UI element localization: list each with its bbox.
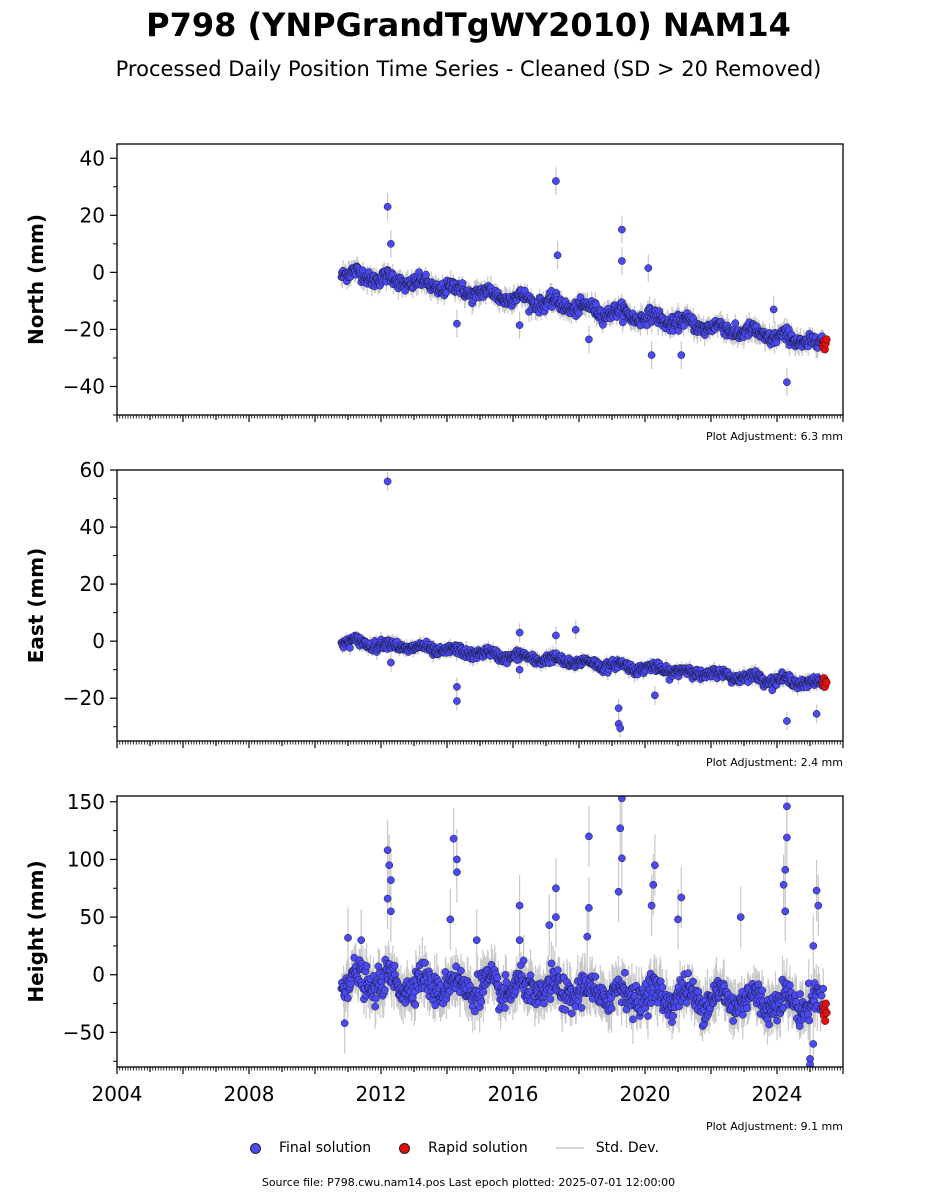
- y-axis-label: East (mm): [24, 548, 48, 664]
- y-tick-label: 40: [80, 146, 105, 170]
- y-tick-label: 60: [80, 458, 105, 482]
- final-point: [453, 319, 461, 328]
- y-tick-label: −20: [63, 686, 105, 710]
- chart-subtitle: Processed Daily Position Time Series - C…: [115, 57, 822, 81]
- rapid-point: [822, 678, 831, 687]
- plot-area: [337, 471, 831, 738]
- final-solution-points: [337, 477, 828, 733]
- plot-adjustment-label: Plot Adjustment: 6.3 mm: [706, 430, 843, 443]
- plot-area: [337, 167, 831, 397]
- final-point: [644, 264, 653, 272]
- y-tick-label: 0: [92, 260, 105, 284]
- final-point: [453, 697, 461, 705]
- plot-area: [337, 796, 831, 1067]
- final-point: [387, 658, 395, 667]
- final-point: [769, 305, 778, 314]
- final-point: [515, 321, 524, 329]
- std-dev-bars: [340, 796, 824, 1067]
- final-point: [731, 319, 740, 327]
- panel-1: −40 −20 0 20 40 North (mm) Plot Adjustment: 6.…: [24, 143, 844, 443]
- final-point: [553, 251, 562, 260]
- final-point: [515, 665, 524, 674]
- y-tick-label: −20: [63, 317, 105, 341]
- plot-frame: [116, 469, 844, 742]
- rapid-point: [822, 335, 831, 344]
- final-point: [647, 351, 656, 359]
- final-point: [783, 717, 791, 725]
- y-tick-label: 20: [80, 203, 105, 227]
- final-point: [387, 239, 395, 248]
- final-point: [783, 378, 791, 387]
- y-tick-label: 40: [80, 515, 105, 539]
- final-solution-points: [337, 177, 828, 387]
- final-point: [515, 628, 524, 637]
- final-point: [599, 320, 607, 329]
- final-point: [552, 631, 560, 640]
- rapid-solution-points: [819, 335, 831, 354]
- final-point: [552, 177, 560, 185]
- final-point: [618, 257, 626, 265]
- final-point: [651, 691, 659, 700]
- y-tick-label: −40: [63, 374, 105, 398]
- final-point: [618, 225, 626, 234]
- final-point: [614, 704, 623, 713]
- chart-title: P798 (YNPGrandTgWY2010) NAM14: [146, 6, 791, 44]
- final-point: [346, 643, 354, 652]
- final-point: [422, 270, 430, 279]
- final-point: [768, 686, 777, 695]
- std-dev-bars: [340, 471, 824, 738]
- final-point: [616, 724, 625, 733]
- plot-adjustment-label: Plot Adjustment: 2.4 mm: [706, 756, 843, 769]
- final-point: [812, 710, 821, 718]
- plot-frame: [116, 143, 844, 416]
- final-point: [585, 335, 593, 344]
- final-point: [677, 351, 686, 359]
- rapid-solution-points: [819, 674, 831, 691]
- y-tick-label: 0: [92, 629, 105, 653]
- final-point: [383, 202, 392, 211]
- final-point: [453, 682, 461, 691]
- final-point: [458, 279, 467, 287]
- final-point: [571, 625, 580, 634]
- y-axis-label: North (mm): [24, 214, 48, 345]
- panel-2: −20 0 20 40 60 East (mm) Plot Adjustment: 2.4 …: [24, 458, 844, 769]
- y-tick-label: 20: [80, 572, 105, 596]
- final-point: [383, 477, 392, 486]
